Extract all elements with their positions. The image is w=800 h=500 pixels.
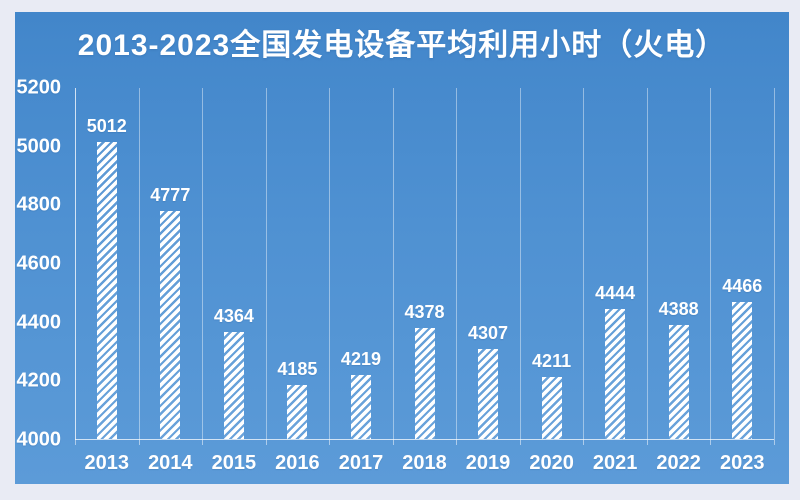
plot-area: 5012 4777 4364 4185 4219 4378 4307 4211 4444 4388… xyxy=(75,88,775,445)
x-tick-label-2015: 2015 xyxy=(211,452,257,474)
x-axis-tick xyxy=(519,440,521,445)
x-axis-tick xyxy=(710,440,712,445)
x-tick-label-2023: 2023 xyxy=(719,452,765,474)
bar-value-label-2023: 4466 xyxy=(722,276,763,297)
bar-2019 xyxy=(478,348,499,439)
vertical-gridline xyxy=(138,88,140,440)
bar-2015 xyxy=(223,332,244,439)
bar-value-label-2019: 4307 xyxy=(468,322,509,343)
bar-value-label-2015: 4364 xyxy=(213,306,254,327)
bar-value-label-2018: 4378 xyxy=(404,302,445,323)
bar-value-label-2013: 5012 xyxy=(86,116,127,137)
x-tick-label-2022: 2022 xyxy=(656,452,701,474)
x-axis-tick xyxy=(456,440,458,445)
y-tick-label-5000: 5000 xyxy=(16,135,62,158)
x-axis-line xyxy=(75,439,774,440)
bar-2022 xyxy=(668,325,689,439)
y-tick-label-5200: 5200 xyxy=(16,76,62,99)
bar-2014 xyxy=(160,211,181,439)
vertical-gridline xyxy=(583,88,585,440)
x-tick-label-2016: 2016 xyxy=(275,452,320,474)
bar-2017 xyxy=(350,374,371,439)
x-axis-tick xyxy=(583,440,585,445)
vertical-gridline xyxy=(202,88,204,440)
bar-2013 xyxy=(96,142,117,439)
x-tick-label-2018: 2018 xyxy=(402,452,447,474)
vertical-gridline xyxy=(646,88,648,440)
vertical-gridline xyxy=(774,88,775,440)
bar-2016 xyxy=(287,384,308,439)
x-axis-tick xyxy=(392,440,394,445)
bar-value-label-2016: 4185 xyxy=(277,358,318,379)
bar-value-label-2014: 4777 xyxy=(150,185,191,206)
y-tick-label-4400: 4400 xyxy=(16,311,62,334)
bar-value-label-2021: 4444 xyxy=(595,282,636,303)
y-tick-label-4200: 4200 xyxy=(16,369,62,392)
vertical-gridline xyxy=(265,88,267,440)
x-axis-tick xyxy=(75,440,76,445)
vertical-gridline xyxy=(392,88,394,440)
y-axis-line xyxy=(75,88,76,440)
y-tick-label-4800: 4800 xyxy=(16,193,62,216)
x-tick-label-2020: 2020 xyxy=(529,452,574,474)
bar-value-label-2022: 4388 xyxy=(658,299,699,320)
x-tick-label-2014: 2014 xyxy=(148,452,193,474)
vertical-gridline xyxy=(329,88,331,440)
bar-2020 xyxy=(541,377,562,439)
x-axis-tick xyxy=(329,440,331,445)
x-tick-label-2017: 2017 xyxy=(338,452,384,474)
bar-value-label-2017: 4219 xyxy=(340,348,381,369)
chart-title: 2013-2023全国发电设备平均利用小时（火电） xyxy=(77,29,727,62)
x-tick-label-2013: 2013 xyxy=(84,452,130,474)
vertical-gridline xyxy=(519,88,521,440)
bar-value-label-2020: 4211 xyxy=(532,351,572,372)
vertical-gridline xyxy=(710,88,712,440)
y-tick-label-4000: 4000 xyxy=(16,428,62,451)
x-axis-tick xyxy=(202,440,204,445)
y-tick-label-4600: 4600 xyxy=(16,252,62,275)
x-tick-label-2019: 2019 xyxy=(465,452,511,474)
vertical-gridline xyxy=(456,88,458,440)
x-axis-tick xyxy=(646,440,648,445)
bar-2018 xyxy=(414,328,435,439)
x-axis-tick xyxy=(138,440,140,445)
x-tick-label-2021: 2021 xyxy=(592,452,638,474)
bar-2021 xyxy=(605,308,626,439)
chart-panel: 2013-2023全国发电设备平均利用小时（火电） 5012 4777 4364 41… xyxy=(15,12,789,484)
x-axis-tick xyxy=(265,440,267,445)
x-axis-tick xyxy=(774,440,775,445)
bar-2023 xyxy=(732,302,753,439)
